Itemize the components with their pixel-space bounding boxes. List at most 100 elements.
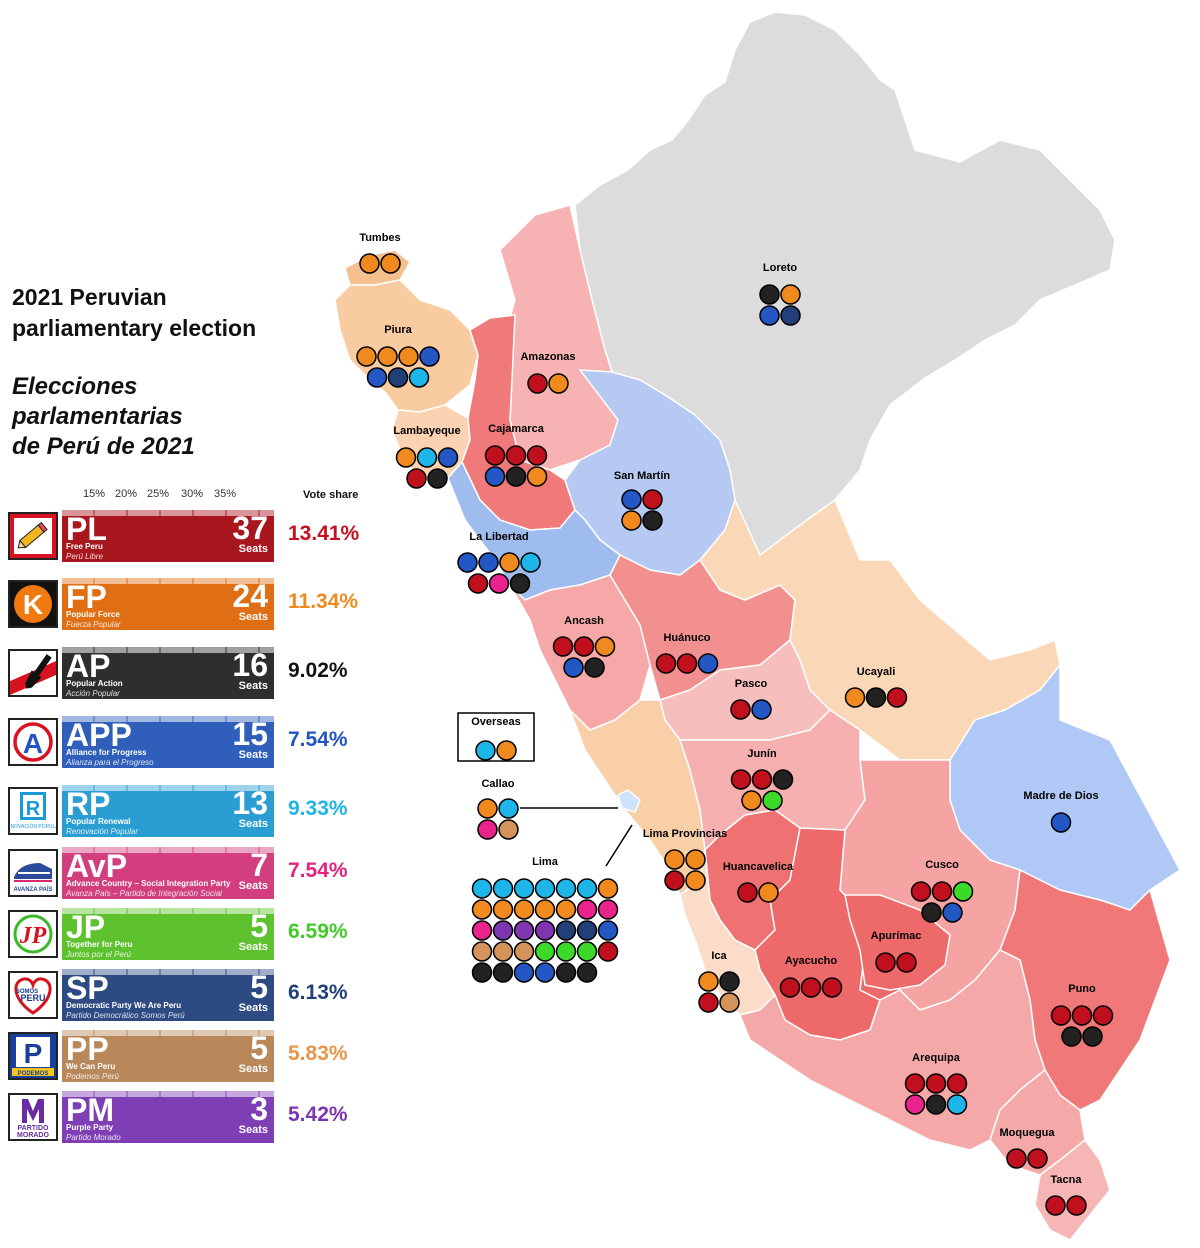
party-abbr: PP: [66, 1031, 109, 1067]
p-letter-icon: P PODEMOS: [8, 1032, 58, 1080]
region-label-callao: Callao: [481, 778, 514, 790]
vote-share: 5.83%: [288, 1042, 348, 1065]
seat-dot-pl: [484, 445, 506, 466]
region-label-san-mart-n: San Martín: [614, 470, 671, 482]
party-name-en: Popular Force: [66, 610, 120, 619]
seat-dot-ap: [576, 962, 598, 983]
seat-dot-pl: [931, 881, 953, 902]
scale-ticks: [62, 510, 274, 516]
seat-dot-app: [942, 902, 963, 923]
seat-dot-app: [563, 657, 584, 678]
region-label-apur-mac: Apurímac: [871, 930, 922, 942]
page-subtitle: Elecciones parlamentarias de Perú de 202…: [12, 372, 195, 462]
party-name-es: Partido Democrático Somos Perú: [66, 1011, 185, 1020]
seat-dot-pl: [896, 952, 917, 973]
seat-dot-pl: [925, 1073, 947, 1094]
region-label-jun-n: Junín: [747, 748, 777, 760]
seat-dot-ap: [925, 1094, 947, 1115]
svg-text:PERU: PERU: [20, 993, 45, 1003]
seat-dot-rp: [520, 552, 541, 573]
seat-dot-fp: [597, 878, 619, 899]
scale-ticks: [62, 1091, 274, 1097]
seat-dot-pl: [1045, 1195, 1066, 1216]
seat-dot-pl: [1071, 1005, 1093, 1026]
subtitle-line2: parlamentarias: [12, 403, 183, 430]
region-label-madre-de-dios: Madre de Dios: [1023, 790, 1098, 802]
seats-label: Seats: [238, 680, 268, 692]
region-label-cajamarca: Cajamarca: [488, 423, 545, 435]
seat-dot-pl: [1006, 1148, 1027, 1169]
seat-dot-fp: [555, 899, 577, 920]
region-label-cusco: Cusco: [925, 859, 959, 871]
seat-dot-rp: [471, 878, 493, 899]
region-label-loreto: Loreto: [763, 262, 798, 274]
scale-ticks: [62, 647, 274, 653]
seat-dot-ap: [492, 962, 514, 983]
party-name-es: Avanza País – Partido de Integración Soc…: [66, 889, 222, 898]
party-abbr: AvP: [66, 848, 128, 884]
region-label-hu-nuco: Huánuco: [663, 632, 710, 644]
seat-dot-pl: [886, 687, 908, 708]
seat-dot-pp: [471, 941, 493, 962]
seat-dot-pl: [730, 769, 752, 790]
seat-dot-fp: [356, 346, 377, 367]
vote-share: 7.54%: [288, 728, 348, 751]
shovel-icon: [8, 649, 58, 697]
region-label-piura: Piura: [384, 324, 412, 336]
party-row-sp: SOMOS PERU SP Democratic Party We Are Peru P…: [8, 969, 380, 1021]
vote-share: 11.34%: [288, 590, 359, 613]
seat-dot-fp: [685, 870, 706, 891]
seat-dot-pl: [573, 636, 595, 657]
party-seats: 16: [232, 647, 268, 683]
party-seats: 3: [250, 1091, 268, 1127]
seat-dot-rp: [492, 878, 514, 899]
scale-ticks: [62, 578, 274, 584]
seat-dot-rp: [475, 740, 496, 761]
seat-dot-ap: [1061, 1026, 1082, 1047]
seat-dot-rp: [416, 447, 438, 468]
seat-dot-fp: [513, 899, 535, 920]
party-seats: 5: [250, 908, 268, 944]
seat-dot-avp: [576, 899, 598, 920]
region-label-ucayali: Ucayali: [857, 666, 896, 678]
seat-dot-pl: [406, 468, 427, 489]
party-bar: RP Popular Renewal Renovación Popular 13 Sea…: [62, 785, 274, 837]
seat-dot-ap: [505, 466, 527, 487]
vote-share: 5.42%: [288, 1103, 348, 1126]
seat-dot-pl: [526, 445, 548, 466]
party-name-en: Free Peru: [66, 542, 103, 551]
seats-label: Seats: [238, 543, 268, 555]
party-abbr: APP: [66, 717, 132, 753]
party-seats: 24: [232, 578, 268, 614]
region-shape-ica: [679, 849, 776, 1016]
seat-dot-app: [419, 346, 440, 367]
region-label-puno: Puno: [1068, 983, 1096, 995]
region-label-tacna: Tacna: [1051, 1174, 1083, 1186]
party-seats: 13: [232, 785, 268, 821]
subtitle-line1: Elecciones: [12, 373, 138, 400]
r-letter-icon: R RENOVACIÓN POPULAR: [8, 787, 58, 835]
seat-dot-pp: [513, 941, 535, 962]
party-bar: PL Free Peru Perú Libre 37 Seats: [62, 510, 274, 562]
seat-dot-ap: [584, 657, 605, 678]
seat-dot-avp: [597, 899, 619, 920]
seats-label: Seats: [238, 1124, 268, 1136]
seat-dot-pl: [655, 653, 677, 674]
k-letter-icon: K: [8, 580, 58, 628]
seat-dot-fp: [395, 447, 417, 468]
seat-dot-pm: [492, 920, 514, 941]
svg-text:SOMOS: SOMOS: [16, 989, 38, 995]
seat-dot-pl: [505, 445, 527, 466]
seat-dot-pl: [597, 941, 619, 962]
pencil-icon: [8, 512, 58, 560]
region-shape-callao: [617, 789, 641, 813]
seat-dot-ap: [921, 902, 942, 923]
scale-label: 30%: [180, 488, 204, 500]
scale-ticks: [62, 969, 274, 975]
party-bar: PM Purple Party Partido Morado 3 Seats: [62, 1091, 274, 1143]
seat-dot-ap: [1082, 1026, 1103, 1047]
party-seats: 37: [232, 510, 268, 546]
region-label-la-libertad: La Libertad: [469, 531, 528, 543]
seat-dot-app: [478, 552, 499, 573]
seat-dot-app: [437, 447, 459, 468]
